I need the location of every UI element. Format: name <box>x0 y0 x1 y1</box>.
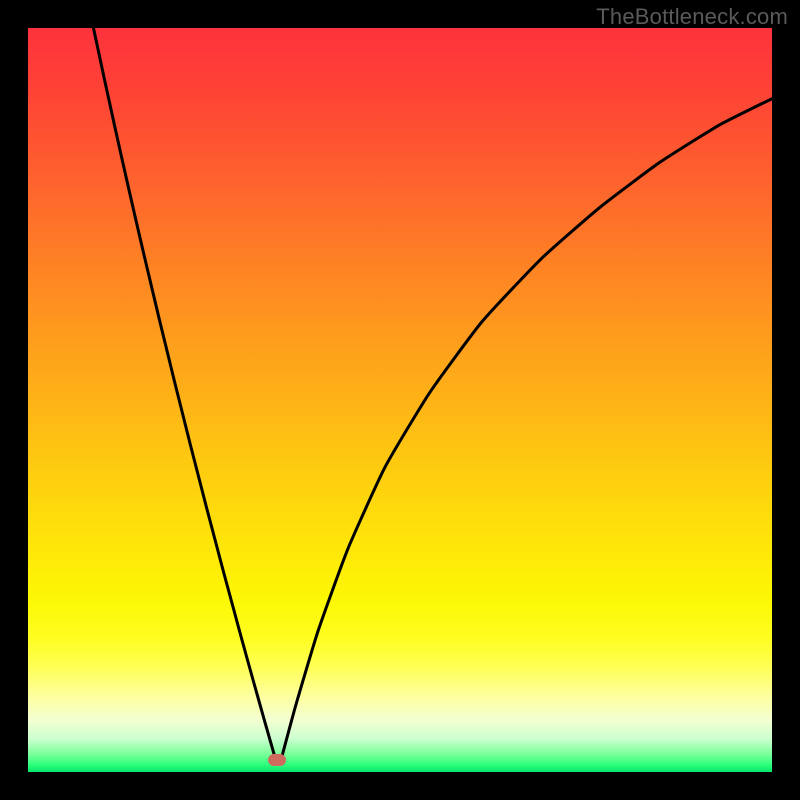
plot-area <box>28 28 772 772</box>
vertex-marker <box>268 754 286 766</box>
v-curve <box>28 28 772 772</box>
watermark-text: TheBottleneck.com <box>596 4 788 30</box>
